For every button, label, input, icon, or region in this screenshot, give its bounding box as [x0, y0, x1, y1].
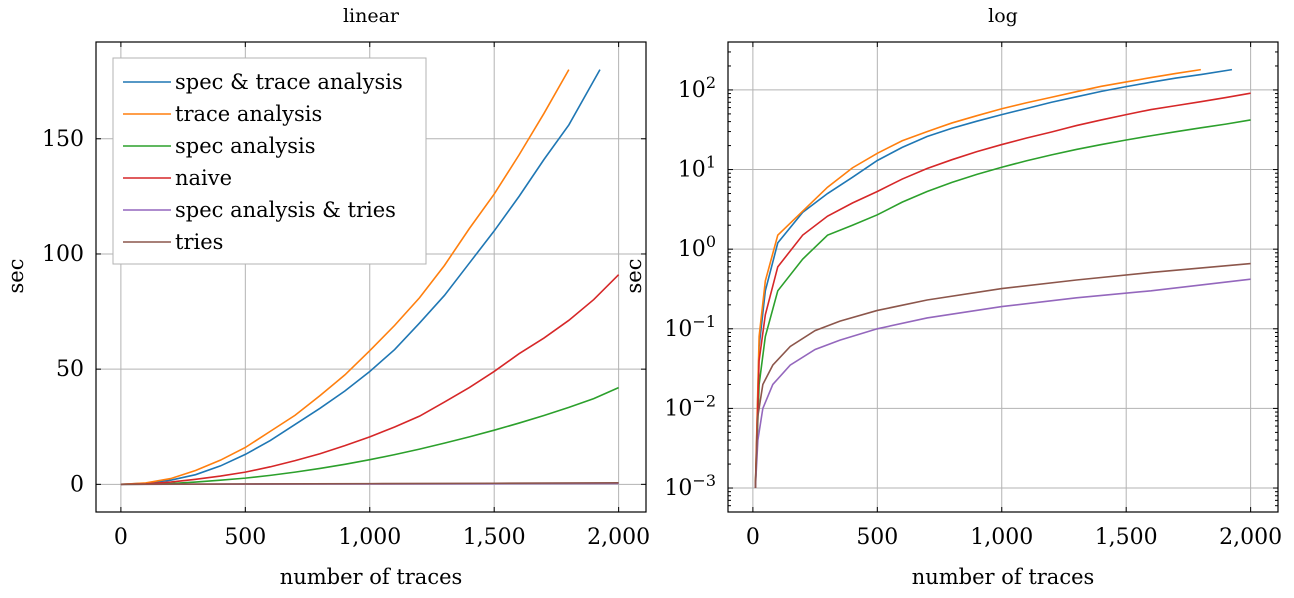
chart1-series-line [754, 278, 1251, 489]
chart0-x-tick-label: 0 [114, 525, 128, 550]
chart1-y-tick-label: 10−1 [664, 312, 716, 342]
chart0-legend-label: tries [175, 230, 223, 254]
chart0-x-tick-label: 1,000 [338, 525, 401, 550]
chart0-legend: spec & trace analysis trace analysis spec … [112, 57, 427, 265]
chart0-legend-box [112, 57, 427, 265]
chart0-x-tick-label: 1,500 [463, 525, 526, 550]
chart0-series-line [120, 482, 619, 486]
chart1-series-line [754, 68, 1233, 489]
chart1-x-tick-label: 1,000 [970, 525, 1033, 550]
chart1-x-axis-label: number of traces [912, 565, 1095, 589]
chart0-x-tick-label: 2,000 [587, 525, 650, 550]
chart1-panel: 0 500 1,000 1,500 2,000 10−3 10−2 10−1 100 101 102… [622, 5, 1282, 589]
chart1-series-line [754, 262, 1251, 489]
chart0-panel: 0 500 1,000 1,500 2,000 0 50 100 150 linear number… [4, 5, 650, 589]
chart1-y-tick-label: 101 [678, 153, 716, 183]
chart0-y-axis-label: sec [4, 259, 28, 294]
chart0-legend-label: spec & trace analysis [175, 70, 403, 94]
chart0-y-tick-label: 50 [56, 357, 84, 382]
chart1-series-line [754, 119, 1251, 489]
chart0-y-tick-label: 150 [42, 127, 84, 152]
chart0-title: linear [343, 5, 400, 27]
chart0-legend-label: trace analysis [175, 102, 322, 126]
chart0-x-axis-label: number of traces [280, 565, 463, 589]
chart1-plot-frame [727, 41, 1279, 513]
chart0-series-line [120, 69, 601, 486]
chart1-y-axis-label: sec [622, 259, 646, 294]
chart0-y-tick-label: 100 [42, 242, 84, 267]
chart0-legend-label: spec analysis [175, 134, 316, 158]
chart1-y-tick-label: 10−3 [664, 471, 716, 501]
chart1-x-tick-label: 500 [856, 525, 898, 550]
chart0-series-line [120, 69, 570, 486]
chart0-series-line [120, 274, 620, 486]
chart1-title: log [988, 5, 1018, 27]
chart1-y-tick-label: 100 [678, 232, 716, 262]
chart1-x-tick-label: 0 [746, 525, 760, 550]
chart0-x-tick-label: 500 [224, 525, 266, 550]
chart0-legend-label: naive [175, 166, 232, 190]
chart0-series-line [120, 386, 619, 486]
chart0-legend-label: spec analysis & tries [175, 198, 396, 222]
chart0-y-tick-label: 0 [70, 472, 84, 497]
chart1-x-tick-label: 1,500 [1095, 525, 1158, 550]
chart1-series-line [754, 68, 1201, 489]
chart1-y-tick-label: 10−2 [664, 391, 716, 421]
chart1-series-line [754, 92, 1251, 489]
chart1-x-tick-label: 2,000 [1219, 525, 1282, 550]
chart0-plot-frame [95, 41, 647, 513]
chart1-y-tick-label: 102 [678, 73, 716, 103]
